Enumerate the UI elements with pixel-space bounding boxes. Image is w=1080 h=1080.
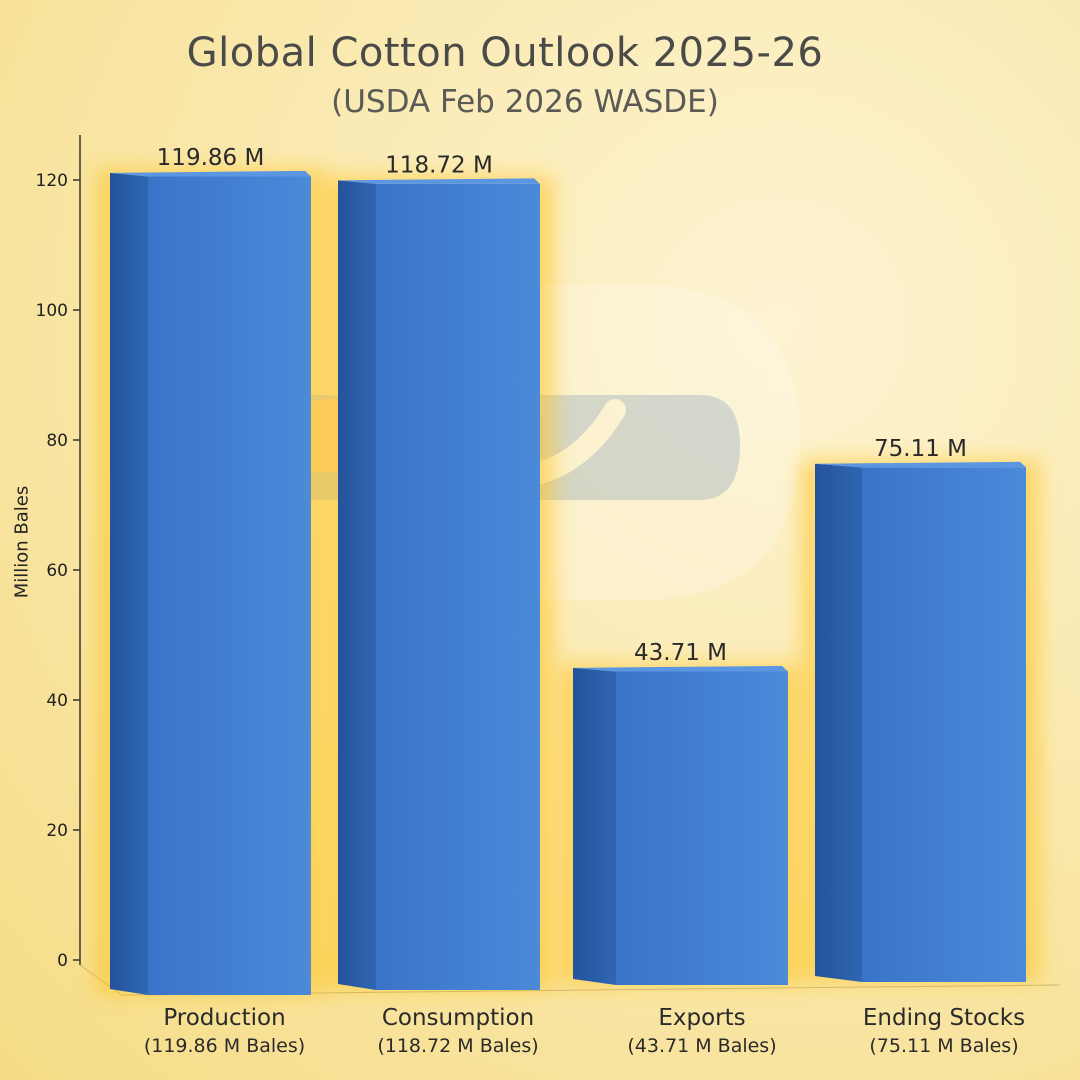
value-label: 119.86 M bbox=[157, 145, 265, 171]
chart-title: Global Cotton Outlook 2025-26 bbox=[186, 30, 824, 76]
x-sublabel: (43.71 M Bales) bbox=[627, 1035, 776, 1057]
x-tick-label: Consumption bbox=[382, 1005, 534, 1031]
bar-top-face bbox=[338, 178, 540, 184]
bar-exports bbox=[559, 663, 802, 985]
value-label: 118.72 M bbox=[385, 152, 493, 178]
bar-front-face bbox=[616, 671, 788, 985]
x-tick-label: Exports bbox=[658, 1005, 745, 1031]
x-tick-label: Production bbox=[163, 1005, 285, 1031]
chart-subtitle: (USDA Feb 2026 WASDE) bbox=[331, 84, 719, 120]
y-tick-label: 80 bbox=[46, 431, 68, 451]
bar-ending-stocks bbox=[801, 459, 1040, 982]
bar-top-face bbox=[815, 461, 1026, 468]
bar-production bbox=[96, 168, 325, 995]
x-tick-label: Ending Stocks bbox=[863, 1005, 1025, 1031]
bar-top-face bbox=[110, 170, 311, 177]
bar-side-face bbox=[338, 180, 376, 990]
y-tick-label: 20 bbox=[46, 821, 68, 841]
x-sublabel: (119.86 M Bales) bbox=[144, 1035, 305, 1057]
bar-front-face bbox=[862, 467, 1026, 982]
y-tick-label: 40 bbox=[46, 691, 68, 711]
x-sublabel: (75.11 M Bales) bbox=[869, 1035, 1018, 1057]
bar-top-face bbox=[573, 665, 788, 672]
bar-side-face bbox=[815, 463, 862, 982]
bar-side-face bbox=[573, 667, 616, 985]
x-sublabel: (118.72 M Bales) bbox=[377, 1035, 538, 1057]
bar-front-face bbox=[376, 183, 540, 991]
bar-front-face bbox=[148, 176, 311, 995]
bar-side-face bbox=[110, 172, 148, 995]
y-tick-label: 60 bbox=[46, 561, 68, 581]
value-label: 43.71 M bbox=[634, 640, 727, 666]
value-label: 75.11 M bbox=[874, 436, 967, 462]
y-tick-label: 0 bbox=[57, 951, 68, 971]
bar-consumption bbox=[324, 176, 554, 991]
y-tick-label: 120 bbox=[36, 171, 68, 191]
y-tick-label: 100 bbox=[36, 301, 68, 321]
watermark-bowl bbox=[530, 285, 800, 600]
